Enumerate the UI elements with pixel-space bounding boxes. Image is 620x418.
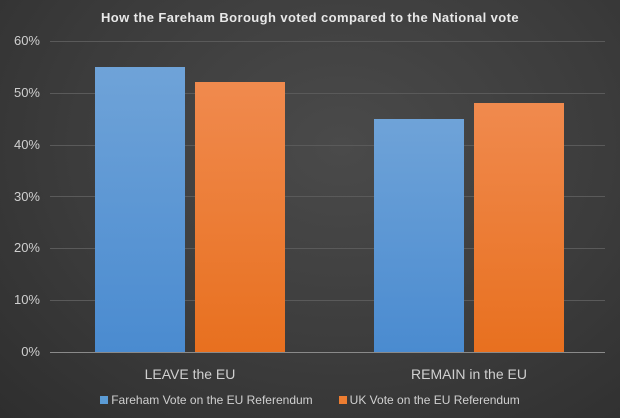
legend: Fareham Vote on the EU Referendum UK Vot… — [0, 393, 620, 407]
x-label-leave: LEAVE the EU — [144, 366, 236, 382]
y-tick: 10% — [13, 292, 40, 307]
gridline — [50, 93, 605, 94]
gridline — [50, 248, 605, 249]
y-tick: 0% — [21, 344, 40, 359]
legend-item-uk[interactable]: UK Vote on the EU Referendum — [338, 393, 520, 407]
bar-fareham-remain[interactable] — [374, 118, 464, 352]
gridline — [50, 196, 605, 197]
legend-label: UK Vote on the EU Referendum — [349, 393, 520, 407]
legend-swatch-blue — [100, 396, 109, 404]
gridline — [50, 300, 605, 301]
plot-area — [50, 41, 605, 353]
y-tick: 50% — [13, 85, 40, 100]
y-tick: 60% — [13, 33, 40, 48]
bar-uk-remain[interactable] — [474, 103, 564, 352]
bar-fareham-leave[interactable] — [95, 66, 185, 352]
legend-label: Fareham Vote on the EU Referendum — [111, 393, 313, 407]
x-axis-line — [50, 352, 605, 353]
gridline — [50, 145, 605, 146]
chart-title: How the Fareham Borough voted compared t… — [101, 10, 519, 25]
bar-uk-leave[interactable] — [195, 82, 285, 352]
x-label-remain: REMAIN in the EU — [411, 366, 527, 382]
legend-swatch-orange — [338, 396, 347, 404]
gridline — [50, 41, 605, 42]
y-tick: 40% — [13, 137, 40, 152]
legend-item-fareham[interactable]: Fareham Vote on the EU Referendum — [100, 393, 313, 407]
y-tick: 20% — [13, 240, 40, 255]
y-tick: 30% — [13, 189, 40, 204]
